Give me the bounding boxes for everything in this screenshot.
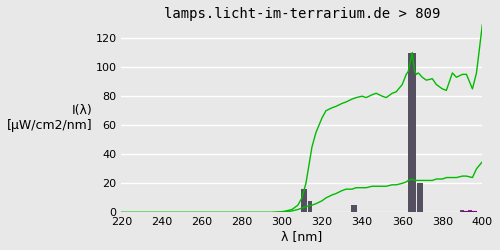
Bar xyxy=(418,183,424,212)
Bar xyxy=(301,189,307,212)
Bar xyxy=(351,205,357,212)
Bar xyxy=(308,201,312,212)
Title: lamps.licht-im-terrarium.de > 809: lamps.licht-im-terrarium.de > 809 xyxy=(164,7,440,21)
Bar xyxy=(460,210,464,212)
Bar xyxy=(408,52,416,212)
X-axis label: λ [nm]: λ [nm] xyxy=(282,230,323,243)
Y-axis label: I(λ)
[μW/cm2/nm]: I(λ) [μW/cm2/nm] xyxy=(7,104,92,132)
Bar xyxy=(468,210,472,212)
